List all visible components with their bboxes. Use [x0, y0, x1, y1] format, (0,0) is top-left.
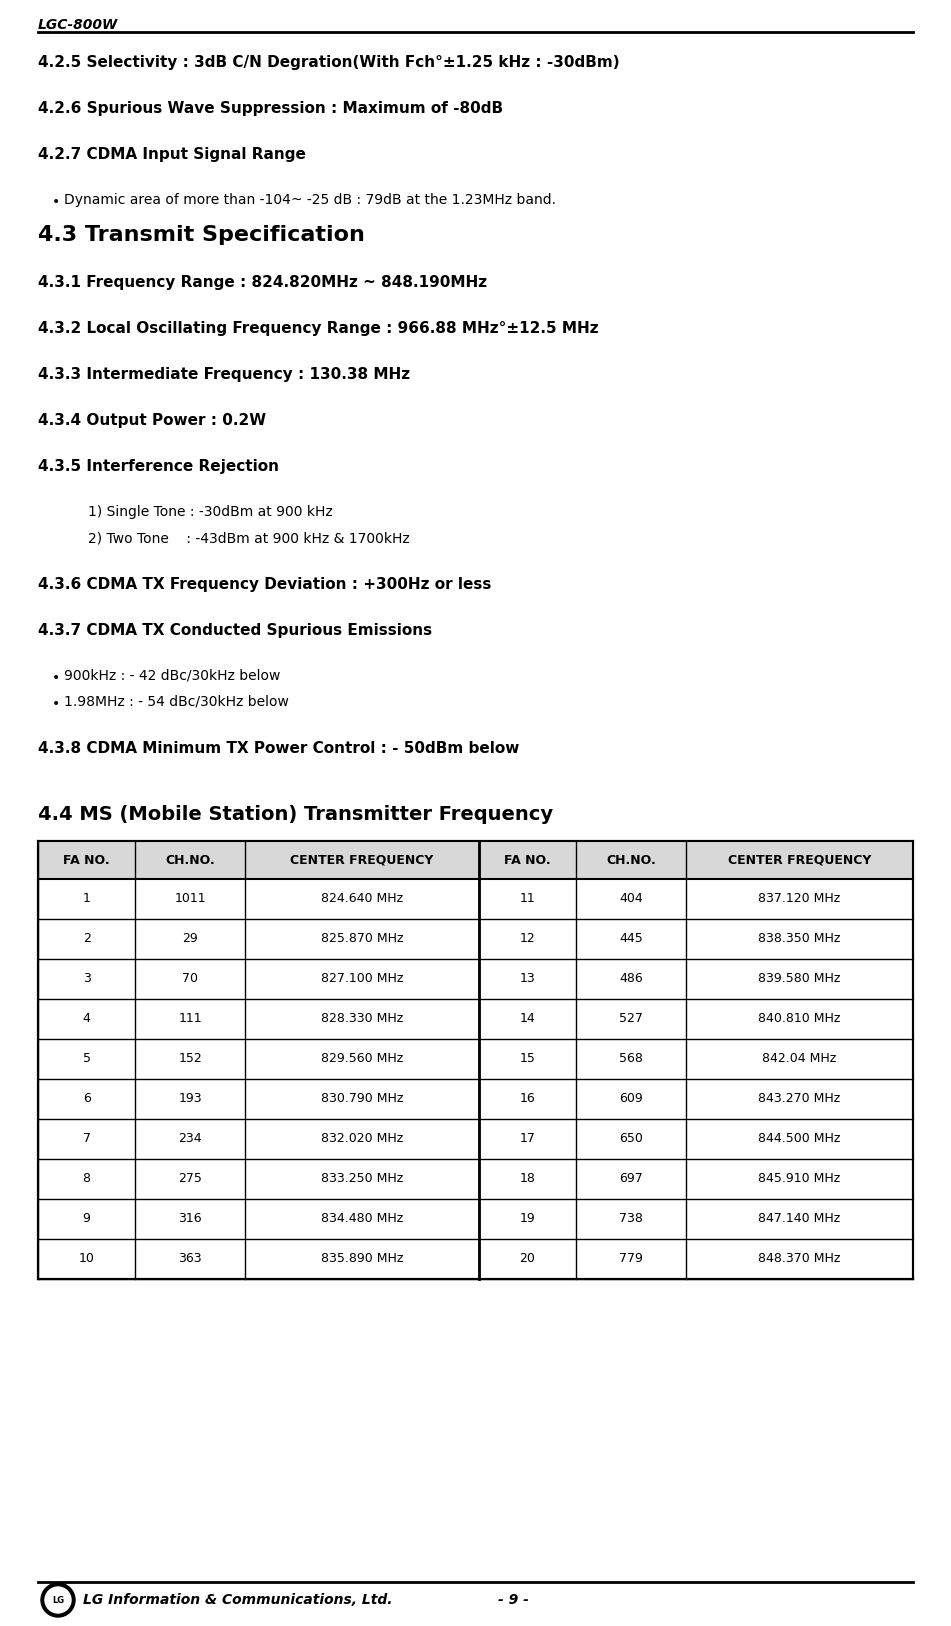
Text: 4.2.5 Selectivity : 3dB C/N Degration(With Fch°±1.25 kHz : -30dBm): 4.2.5 Selectivity : 3dB C/N Degration(Wi…: [38, 55, 620, 70]
Text: 833.250 MHz: 833.250 MHz: [320, 1172, 403, 1185]
Text: 4: 4: [83, 1013, 90, 1026]
Text: 829.560 MHz: 829.560 MHz: [320, 1052, 403, 1065]
Text: 900kHz : - 42 dBc/30kHz below: 900kHz : - 42 dBc/30kHz below: [64, 668, 281, 683]
Text: 568: 568: [619, 1052, 643, 1065]
Bar: [38, 841, 913, 880]
Text: 9: 9: [83, 1213, 90, 1226]
Text: 609: 609: [619, 1093, 643, 1106]
Text: CENTER FREQUENCY: CENTER FREQUENCY: [290, 854, 434, 867]
Text: 4.3.5 Interference Rejection: 4.3.5 Interference Rejection: [38, 459, 279, 475]
Text: FA NO.: FA NO.: [504, 854, 551, 867]
Text: 837.120 MHz: 837.120 MHz: [759, 893, 841, 906]
Text: 842.04 MHz: 842.04 MHz: [763, 1052, 837, 1065]
Text: 4.3.4 Output Power : 0.2W: 4.3.4 Output Power : 0.2W: [38, 413, 266, 428]
Text: CH.NO.: CH.NO.: [606, 854, 656, 867]
Text: 316: 316: [179, 1213, 203, 1226]
Text: 527: 527: [619, 1013, 643, 1026]
Circle shape: [45, 1587, 71, 1613]
Text: 830.790 MHz: 830.790 MHz: [320, 1093, 403, 1106]
Text: 18: 18: [519, 1172, 535, 1185]
Text: 4.3.2 Local Oscillating Frequency Range : 966.88 MHz°±12.5 MHz: 4.3.2 Local Oscillating Frequency Range …: [38, 320, 598, 337]
Text: 7: 7: [83, 1132, 90, 1145]
Text: 10: 10: [79, 1252, 94, 1265]
Text: 404: 404: [619, 893, 643, 906]
Text: 848.370 MHz: 848.370 MHz: [758, 1252, 841, 1265]
Text: 1011: 1011: [174, 893, 206, 906]
Text: 838.350 MHz: 838.350 MHz: [758, 932, 841, 945]
Text: 275: 275: [179, 1172, 203, 1185]
Text: 4.3 Transmit Specification: 4.3 Transmit Specification: [38, 224, 365, 246]
Text: 824.640 MHz: 824.640 MHz: [321, 893, 403, 906]
Text: 20: 20: [519, 1252, 535, 1265]
Text: 4.3.3 Intermediate Frequency : 130.38 MHz: 4.3.3 Intermediate Frequency : 130.38 MH…: [38, 367, 410, 382]
Text: 4.3.1 Frequency Range : 824.820MHz ~ 848.190MHz: 4.3.1 Frequency Range : 824.820MHz ~ 848…: [38, 275, 487, 289]
Text: 4.3.8 CDMA Minimum TX Power Control : - 50dBm below: 4.3.8 CDMA Minimum TX Power Control : - …: [38, 741, 519, 756]
Text: 843.270 MHz: 843.270 MHz: [759, 1093, 841, 1106]
Text: 6: 6: [83, 1093, 90, 1106]
Text: 70: 70: [183, 972, 199, 985]
Text: 834.480 MHz: 834.480 MHz: [320, 1213, 403, 1226]
Text: •: •: [52, 195, 60, 210]
Text: 844.500 MHz: 844.500 MHz: [758, 1132, 841, 1145]
Text: 840.810 MHz: 840.810 MHz: [758, 1013, 841, 1026]
Text: 1: 1: [83, 893, 90, 906]
Text: Dynamic area of more than -104~ -25 dB : 79dB at the 1.23MHz band.: Dynamic area of more than -104~ -25 dB :…: [64, 193, 556, 207]
Text: 13: 13: [519, 972, 535, 985]
Text: 2) Two Tone    : -43dBm at 900 kHz & 1700kHz: 2) Two Tone : -43dBm at 900 kHz & 1700kH…: [88, 532, 410, 545]
Text: 15: 15: [519, 1052, 535, 1065]
Text: 29: 29: [183, 932, 198, 945]
Text: 5: 5: [83, 1052, 90, 1065]
Bar: [38, 841, 913, 1280]
Text: 14: 14: [519, 1013, 535, 1026]
Text: CH.NO.: CH.NO.: [165, 854, 215, 867]
Text: 486: 486: [619, 972, 643, 985]
Text: 19: 19: [519, 1213, 535, 1226]
Text: CENTER FREQUENCY: CENTER FREQUENCY: [728, 854, 871, 867]
Text: 4.2.6 Spurious Wave Suppression : Maximum of -80dB: 4.2.6 Spurious Wave Suppression : Maximu…: [38, 101, 503, 115]
Text: 828.330 MHz: 828.330 MHz: [320, 1013, 403, 1026]
Circle shape: [41, 1584, 75, 1616]
Text: 193: 193: [179, 1093, 203, 1106]
Text: 738: 738: [619, 1213, 643, 1226]
Text: LG: LG: [52, 1595, 64, 1605]
Text: 2: 2: [83, 932, 90, 945]
Text: 1.98MHz : - 54 dBc/30kHz below: 1.98MHz : - 54 dBc/30kHz below: [64, 694, 289, 709]
Text: 363: 363: [179, 1252, 203, 1265]
Text: 779: 779: [619, 1252, 643, 1265]
Text: FA NO.: FA NO.: [64, 854, 110, 867]
Text: 11: 11: [519, 893, 535, 906]
Text: •: •: [52, 698, 60, 711]
Text: 4.2.7 CDMA Input Signal Range: 4.2.7 CDMA Input Signal Range: [38, 146, 306, 163]
Text: 152: 152: [179, 1052, 203, 1065]
Text: 825.870 MHz: 825.870 MHz: [320, 932, 403, 945]
Text: LG Information & Communications, Ltd.: LG Information & Communications, Ltd.: [83, 1593, 393, 1606]
Text: 3: 3: [83, 972, 90, 985]
Text: 697: 697: [619, 1172, 643, 1185]
Text: 4.3.6 CDMA TX Frequency Deviation : +300Hz or less: 4.3.6 CDMA TX Frequency Deviation : +300…: [38, 577, 492, 592]
Text: 12: 12: [519, 932, 535, 945]
Text: 827.100 MHz: 827.100 MHz: [320, 972, 403, 985]
Text: LGC-800W: LGC-800W: [38, 18, 118, 33]
Text: - 9 -: - 9 -: [498, 1593, 529, 1606]
Text: 847.140 MHz: 847.140 MHz: [759, 1213, 841, 1226]
Text: 4.4 MS (Mobile Station) Transmitter Frequency: 4.4 MS (Mobile Station) Transmitter Freq…: [38, 805, 553, 824]
Text: 17: 17: [519, 1132, 535, 1145]
Text: 839.580 MHz: 839.580 MHz: [758, 972, 841, 985]
Text: 111: 111: [179, 1013, 203, 1026]
Text: 832.020 MHz: 832.020 MHz: [320, 1132, 403, 1145]
Text: 8: 8: [83, 1172, 90, 1185]
Text: 445: 445: [619, 932, 643, 945]
Text: 835.890 MHz: 835.890 MHz: [320, 1252, 403, 1265]
Text: 16: 16: [519, 1093, 535, 1106]
Text: 845.910 MHz: 845.910 MHz: [759, 1172, 841, 1185]
Text: •: •: [52, 672, 60, 685]
Text: 650: 650: [619, 1132, 643, 1145]
Text: 4.3.7 CDMA TX Conducted Spurious Emissions: 4.3.7 CDMA TX Conducted Spurious Emissio…: [38, 623, 432, 637]
Text: 234: 234: [179, 1132, 203, 1145]
Text: 1) Single Tone : -30dBm at 900 kHz: 1) Single Tone : -30dBm at 900 kHz: [88, 506, 333, 519]
